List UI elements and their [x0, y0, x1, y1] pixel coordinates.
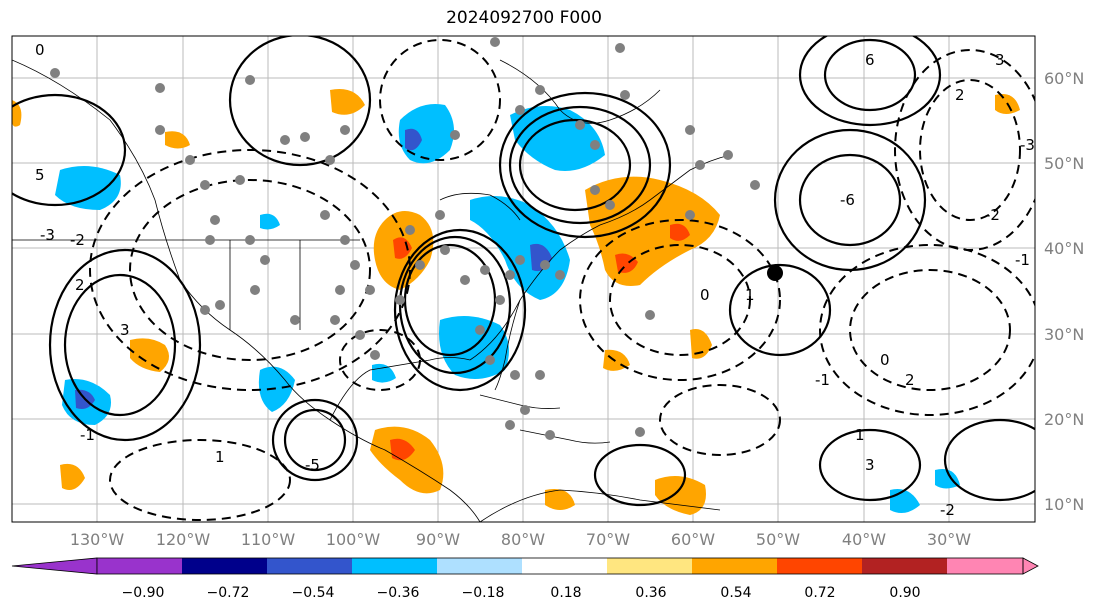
station-dots [50, 37, 760, 440]
colorbar-label: 0.18 [550, 585, 581, 601]
colorbar-label: −0.36 [377, 585, 420, 601]
lon-label: 130°W [70, 530, 125, 549]
map-frame [11, 35, 1036, 523]
colorbar-label: 0.36 [635, 585, 666, 601]
colorbar-bin [437, 558, 522, 574]
colorbar-bin [352, 558, 437, 574]
colorbar-bin [692, 558, 777, 574]
colorbar-extend-low [11, 557, 98, 575]
colorbar-extend-high [1022, 557, 1039, 575]
longitude-labels: 130°W 120°W 110°W 100°W 90°W 80°W 70°W 6… [70, 530, 971, 549]
colorbar-label: 0.72 [804, 585, 835, 601]
colorbar-label: 0.54 [720, 585, 751, 601]
lat-label: 30°N [1044, 325, 1084, 344]
contour-label: 0 [700, 286, 710, 304]
lat-label: 10°N [1044, 495, 1084, 514]
lat-label: 60°N [1044, 69, 1084, 88]
lat-label: 50°N [1044, 154, 1084, 173]
contour-label: -6 [840, 191, 855, 209]
colorbar-bin [97, 558, 182, 574]
colorbar-label: −0.90 [122, 585, 165, 601]
contour-label: -3 [40, 226, 55, 244]
contour-label: -1 [815, 371, 830, 389]
contour-label: 3 [995, 51, 1005, 69]
solid-contours [12, 36, 1035, 507]
contour-labels: 0 5 3 2 -2 -3 -1 1 -5 -6 6 0 3 2 1 -2 -3… [35, 41, 1035, 519]
colorbar-bin [267, 558, 352, 574]
contour-label: 3 [120, 321, 130, 339]
contour-label: 2 [75, 276, 85, 294]
lat-label: 40°N [1044, 239, 1084, 258]
contour-label: 1 [215, 448, 225, 466]
colorbar-label: −0.72 [207, 585, 250, 601]
contour-label: 0 [35, 41, 45, 59]
contour-label: -2 [985, 206, 1000, 224]
contour-label: 6 [865, 51, 875, 69]
contour-label: -1 [80, 426, 95, 444]
colorbar: −0.90 −0.72 −0.54 −0.36 −0.18 0.18 0.36 … [11, 557, 1039, 601]
colorbar-bin [947, 558, 1023, 574]
contour-label: -3 [1020, 136, 1035, 154]
contour-label: -2 [70, 231, 85, 249]
contour-label: 3 [865, 456, 875, 474]
colorbar-bin [607, 558, 692, 574]
lon-label: 80°W [501, 530, 545, 549]
dashed-contours [89, 39, 1035, 521]
colorbar-label: −0.18 [462, 585, 505, 601]
lon-label: 50°W [756, 530, 800, 549]
lon-label: 90°W [416, 530, 460, 549]
contour-label: 2 [955, 86, 965, 104]
station-marker [767, 265, 783, 281]
contour-label: 5 [35, 166, 45, 184]
map-title: 2024092700 F000 [446, 8, 602, 28]
colorbar-label: 0.90 [889, 585, 920, 601]
lon-label: 100°W [326, 530, 381, 549]
contour-label: 1 [855, 426, 865, 444]
lon-label: 40°W [842, 530, 886, 549]
contour-label: -2 [940, 501, 955, 519]
contour-label: 2 [905, 371, 915, 389]
positive-anomaly-fills [12, 89, 1020, 515]
colorbar-label: −0.54 [292, 585, 335, 601]
lon-label: 60°W [671, 530, 715, 549]
lat-label: 20°N [1044, 410, 1084, 429]
contour-label: 0 [880, 351, 890, 369]
lon-label: 70°W [586, 530, 630, 549]
lon-label: 110°W [241, 530, 296, 549]
contour-label: -1 [1015, 251, 1030, 269]
latitude-labels: 60°N 50°N 40°N 30°N 20°N 10°N [1044, 69, 1084, 514]
lon-label: 30°W [927, 530, 971, 549]
colorbar-bin [862, 558, 947, 574]
lon-label: 120°W [156, 530, 211, 549]
colorbar-bin [182, 558, 267, 574]
colorbar-bin [522, 558, 607, 574]
contour-label: 1 [745, 286, 755, 304]
contour-label: -5 [305, 456, 320, 474]
colorbar-frame [96, 557, 1024, 575]
colorbar-bin [777, 558, 862, 574]
